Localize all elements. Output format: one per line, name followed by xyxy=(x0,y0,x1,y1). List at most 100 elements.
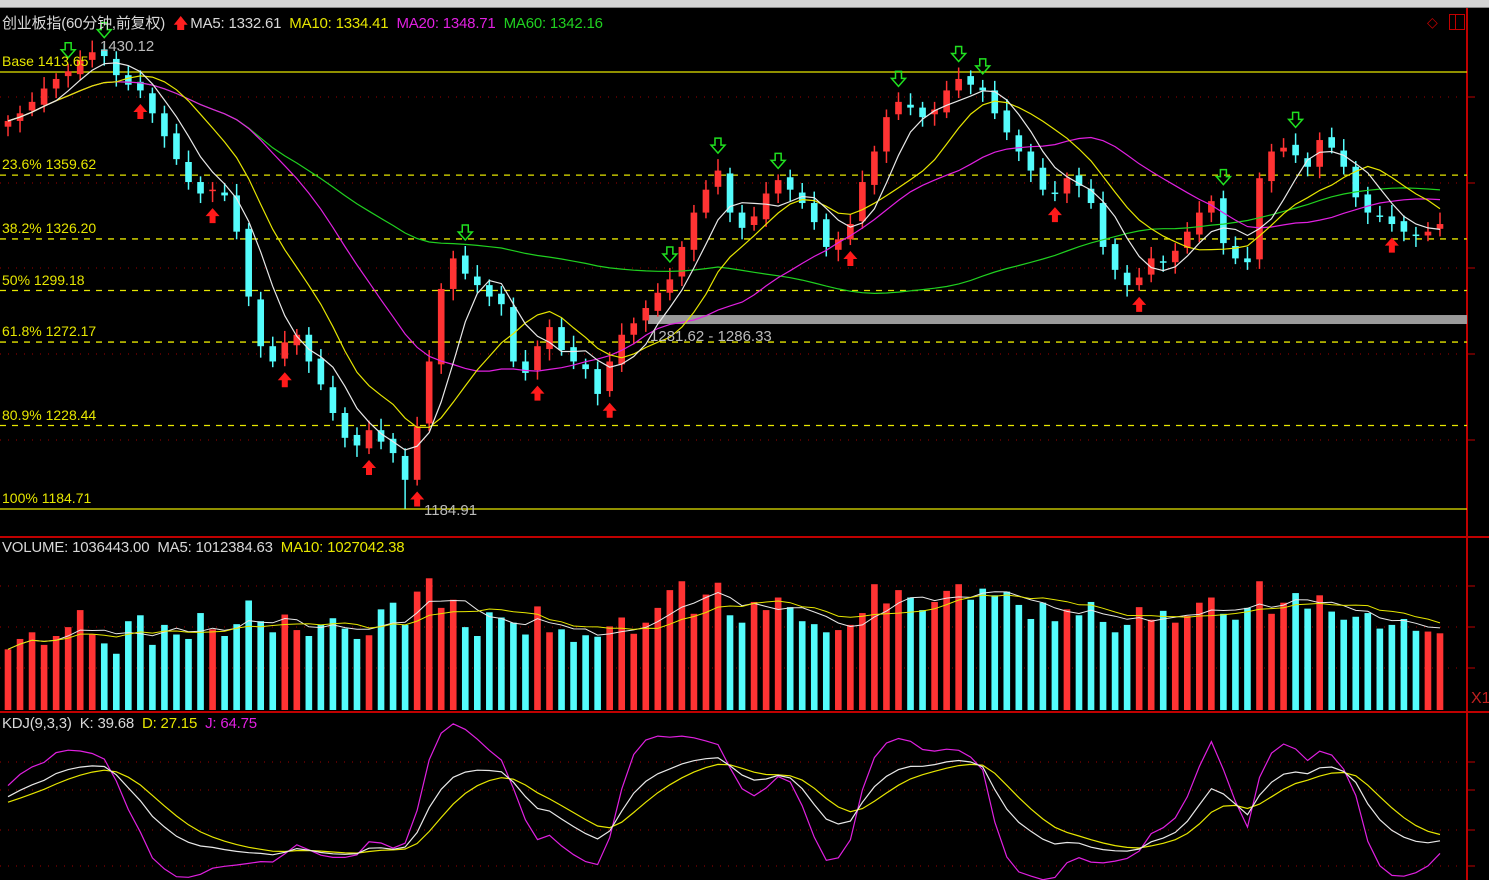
fibonacci-label: 61.8% 1272.17 xyxy=(2,323,97,340)
candle-body xyxy=(1075,175,1083,186)
kdj-legend: KDJ(9,3,3) K: 39.68 D: 27.15 J: 64.75 xyxy=(2,715,265,732)
volume-bar xyxy=(317,624,325,710)
volume-bar xyxy=(486,612,493,710)
kdj-d-line xyxy=(7,763,1441,854)
volume-bar xyxy=(413,591,421,710)
volume-bar xyxy=(895,590,902,710)
volume-bar xyxy=(522,634,529,710)
volume-bar xyxy=(305,636,313,710)
volume-bar xyxy=(738,622,746,710)
volume-bar xyxy=(233,624,240,710)
candle-body xyxy=(690,212,698,250)
volume-bar xyxy=(1280,602,1287,710)
volume-bar xyxy=(1003,591,1011,710)
range-band-label: 1281.62 - 1286.33 xyxy=(650,328,772,345)
candle-body xyxy=(931,109,938,115)
volume-bar xyxy=(1159,610,1167,710)
ma10-value: MA10: 1334.41 xyxy=(289,15,389,32)
volume-bar xyxy=(871,584,878,710)
volume-ma10-value: MA10: 1027042.38 xyxy=(280,539,405,556)
price-range-band xyxy=(648,315,1467,325)
volume-bar xyxy=(847,624,854,710)
fibonacci-label: 50% 1299.18 xyxy=(2,271,85,288)
sell-arrow-icon xyxy=(709,137,727,155)
volume-bar xyxy=(991,595,999,710)
layout-toggle-icon[interactable] xyxy=(1449,14,1465,30)
buy-arrow-icon xyxy=(277,372,292,388)
candle-body xyxy=(474,276,481,286)
volume-bar xyxy=(329,618,337,710)
candle-body xyxy=(582,364,589,370)
sell-arrow-icon xyxy=(889,70,908,88)
buy-arrow-icon xyxy=(362,460,377,476)
volume-bar xyxy=(1436,633,1444,710)
high-price-label: 1430.12 xyxy=(100,38,155,55)
volume-bar xyxy=(943,590,950,710)
volume-bar xyxy=(979,588,987,710)
buy-arrow-icon xyxy=(1132,296,1147,312)
fibonacci-label: 38.2% 1326.20 xyxy=(2,219,97,236)
candle-body xyxy=(498,293,505,305)
volume-bar xyxy=(401,624,409,710)
volume-bar xyxy=(353,638,361,710)
volume-bar xyxy=(510,622,517,710)
volume-bar xyxy=(774,597,782,710)
diamond-icon[interactable]: ◇ xyxy=(1427,14,1438,30)
kdj-d-value: D: 27.15 xyxy=(141,715,198,732)
kdj-name: KDJ(9,3,3) xyxy=(2,715,72,732)
buy-arrow-icon xyxy=(410,491,425,507)
candle-body xyxy=(437,288,445,365)
volume-bar xyxy=(149,644,156,710)
candle-body xyxy=(1003,110,1011,133)
volume-bar xyxy=(4,649,12,710)
volume-bar xyxy=(1075,615,1083,710)
candle-body xyxy=(786,177,794,190)
volume-bar xyxy=(859,613,866,710)
volume-bar xyxy=(1340,619,1348,710)
candle-body xyxy=(919,107,926,118)
volume-bar xyxy=(1352,616,1360,710)
volume-bar xyxy=(546,632,553,710)
volume-bar xyxy=(582,635,589,710)
volume-bar xyxy=(1244,607,1251,710)
buy-arrow-icon xyxy=(205,208,220,224)
volume-bar xyxy=(702,594,710,710)
volume-bar xyxy=(678,581,686,710)
candle-body xyxy=(943,90,950,113)
volume-bar xyxy=(750,601,758,710)
candle-body xyxy=(822,219,830,247)
volume-bar xyxy=(1376,628,1384,710)
kdj-j-line xyxy=(7,723,1441,880)
volume-bar xyxy=(365,635,373,710)
buy-arrow-icon xyxy=(843,251,858,267)
volume-bar xyxy=(1171,622,1179,710)
volume-bar xyxy=(666,590,674,710)
volume-bar xyxy=(64,627,72,710)
volume-bar xyxy=(341,628,349,710)
candle-body xyxy=(401,455,409,480)
candle-body xyxy=(1292,144,1299,156)
volume-bar xyxy=(570,641,577,710)
volume-bar xyxy=(1400,618,1408,710)
candle-body xyxy=(52,78,60,89)
volume-legend: VOLUME: 1036443.00 MA5: 1012384.63 MA10: 1… xyxy=(2,539,412,556)
candle-body xyxy=(221,192,228,196)
candle-body xyxy=(4,120,12,127)
volume-bar xyxy=(137,615,144,710)
ma5-value: MA5: 1332.61 xyxy=(190,15,282,32)
candle-body xyxy=(137,81,144,91)
candle-body xyxy=(245,228,252,297)
ma20-line xyxy=(7,81,1441,372)
volume-bar xyxy=(1196,602,1203,710)
volume-bar xyxy=(437,607,445,710)
candle-body xyxy=(1123,272,1131,286)
volume-bar xyxy=(798,621,806,710)
candle-body xyxy=(847,224,854,240)
candle-body xyxy=(413,426,421,480)
volume-bar xyxy=(1183,616,1191,710)
candle-body xyxy=(750,216,758,225)
ma60-value: MA60: 1342.16 xyxy=(503,15,603,32)
buy-arrow-icon xyxy=(133,104,148,120)
candle-body xyxy=(1352,166,1360,198)
scale-label[interactable]: X1 xyxy=(1471,690,1489,707)
